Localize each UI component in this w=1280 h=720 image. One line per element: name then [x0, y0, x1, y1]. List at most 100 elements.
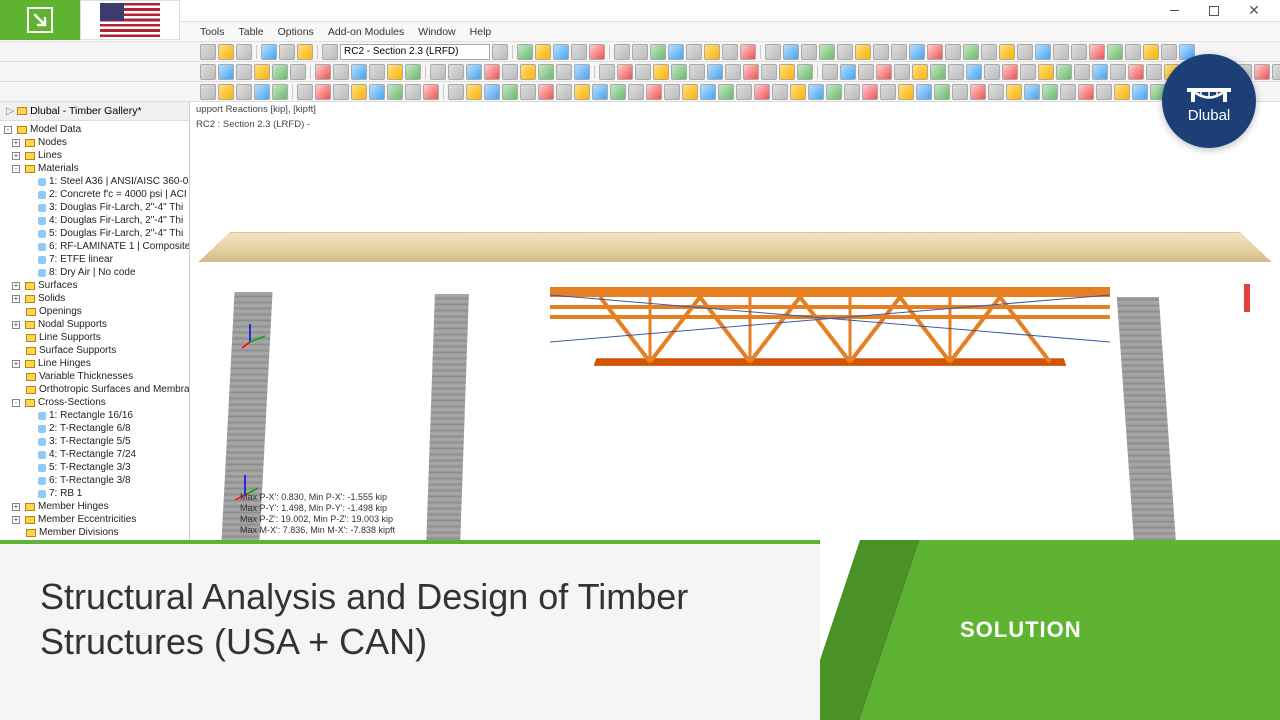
tb-icon[interactable]	[315, 64, 331, 80]
tb-icon[interactable]	[1056, 64, 1072, 80]
tb-icon[interactable]	[520, 84, 536, 100]
tb-icon[interactable]	[1006, 84, 1022, 100]
tb-icon[interactable]	[502, 64, 518, 80]
tb-icon[interactable]	[722, 44, 738, 60]
tb-icon[interactable]	[981, 44, 997, 60]
tb-icon[interactable]	[297, 44, 313, 60]
tb-icon[interactable]	[963, 44, 979, 60]
tb-icon[interactable]	[387, 84, 403, 100]
tb-icon[interactable]	[704, 44, 720, 60]
tb-icon[interactable]	[1089, 44, 1105, 60]
tb-icon[interactable]	[520, 64, 536, 80]
tb-icon[interactable]	[322, 44, 338, 60]
tb-icon[interactable]	[1146, 64, 1162, 80]
tb-icon[interactable]	[873, 44, 889, 60]
tb-icon[interactable]	[290, 64, 306, 80]
tb-icon[interactable]	[351, 84, 367, 100]
tree-node[interactable]: 7: ETFE linear	[0, 253, 189, 266]
tree-node[interactable]: 2: T-Rectangle 6/8	[0, 422, 189, 435]
tree-node[interactable]: 3: Douglas Fir-Larch, 2"-4" Thi	[0, 201, 189, 214]
tb-icon[interactable]	[930, 64, 946, 80]
tb-icon[interactable]	[1272, 64, 1280, 80]
tb-icon[interactable]	[635, 64, 651, 80]
tb-icon[interactable]	[725, 64, 741, 80]
tb-icon[interactable]	[1161, 44, 1177, 60]
tree-node[interactable]: -Model Data	[0, 123, 189, 136]
tb-icon[interactable]	[779, 64, 795, 80]
tb-icon[interactable]	[999, 44, 1015, 60]
tb-icon[interactable]	[664, 84, 680, 100]
tb-icon[interactable]	[1017, 44, 1033, 60]
tb-icon[interactable]	[1038, 64, 1054, 80]
tb-icon[interactable]	[1143, 44, 1159, 60]
tb-icon[interactable]	[1071, 44, 1087, 60]
tb-icon[interactable]	[862, 84, 878, 100]
tb-icon[interactable]	[517, 44, 533, 60]
tb-icon[interactable]	[1035, 44, 1051, 60]
tb-icon[interactable]	[970, 84, 986, 100]
tree-node[interactable]: +Solids	[0, 292, 189, 305]
tree-node[interactable]: Line Supports	[0, 331, 189, 344]
tb-icon[interactable]	[387, 64, 403, 80]
tb-icon[interactable]	[369, 84, 385, 100]
tb-icon[interactable]	[535, 44, 551, 60]
tb-icon[interactable]	[333, 64, 349, 80]
tb-icon[interactable]	[808, 84, 824, 100]
tb-icon[interactable]	[279, 44, 295, 60]
tb-icon[interactable]	[405, 64, 421, 80]
tb-icon[interactable]	[707, 64, 723, 80]
tb-icon[interactable]	[984, 64, 1000, 80]
tb-icon[interactable]	[218, 44, 234, 60]
tb-icon[interactable]	[671, 64, 687, 80]
tree-node[interactable]: 4: T-Rectangle 7/24	[0, 448, 189, 461]
result-combo[interactable]: RC2 - Section 2.3 (LRFD)	[340, 44, 490, 60]
locale-flag[interactable]	[80, 0, 180, 40]
tb-icon[interactable]	[837, 44, 853, 60]
tb-icon[interactable]	[668, 44, 684, 60]
tb-icon[interactable]	[1110, 64, 1126, 80]
tb-icon[interactable]	[1114, 84, 1130, 100]
tb-icon[interactable]	[236, 44, 252, 60]
tree-node[interactable]: Openings	[0, 305, 189, 318]
tb-icon[interactable]	[650, 44, 666, 60]
tb-icon[interactable]	[1002, 64, 1018, 80]
tree-node[interactable]: 5: Douglas Fir-Larch, 2"-4" Thi	[0, 227, 189, 240]
tb-icon[interactable]	[952, 84, 968, 100]
tb-icon[interactable]	[891, 44, 907, 60]
tb-icon[interactable]	[743, 64, 759, 80]
tb-icon[interactable]	[1053, 44, 1069, 60]
tb-icon[interactable]	[610, 84, 626, 100]
tree-node[interactable]: 6: RF-LAMINATE 1 | Composite	[0, 240, 189, 253]
tb-icon[interactable]	[898, 84, 914, 100]
tb-icon[interactable]	[772, 84, 788, 100]
tb-icon[interactable]	[369, 64, 385, 80]
tb-icon[interactable]	[916, 84, 932, 100]
tree-node[interactable]: Orthotropic Surfaces and Membra	[0, 383, 189, 396]
tb-icon[interactable]	[592, 84, 608, 100]
tb-icon[interactable]	[1042, 84, 1058, 100]
tree-node[interactable]: +Nodal Supports	[0, 318, 189, 331]
tree-node[interactable]: 2: Concrete f'c = 4000 psi | ACI	[0, 188, 189, 201]
tb-icon[interactable]	[880, 84, 896, 100]
tb-icon[interactable]	[858, 64, 874, 80]
tb-icon[interactable]	[218, 64, 234, 80]
tb-icon[interactable]	[1128, 64, 1144, 80]
tb-icon[interactable]	[1024, 84, 1040, 100]
tb-icon[interactable]	[653, 64, 669, 80]
tb-icon[interactable]	[571, 44, 587, 60]
tb-icon[interactable]	[754, 84, 770, 100]
tb-icon[interactable]	[315, 84, 331, 100]
tb-icon[interactable]	[589, 44, 605, 60]
tb-icon[interactable]	[801, 44, 817, 60]
tb-icon[interactable]	[876, 64, 892, 80]
tb-icon[interactable]	[484, 84, 500, 100]
tb-icon[interactable]	[819, 44, 835, 60]
tb-icon[interactable]	[988, 84, 1004, 100]
tb-icon[interactable]	[855, 44, 871, 60]
tree-node[interactable]: 8: Dry Air | No code	[0, 266, 189, 279]
tree-node[interactable]: 1: Steel A36 | ANSI/AISC 360-05	[0, 175, 189, 188]
tb-icon[interactable]	[700, 84, 716, 100]
tb-icon[interactable]	[934, 84, 950, 100]
tb-icon[interactable]	[1074, 64, 1090, 80]
tb-icon[interactable]	[765, 44, 781, 60]
